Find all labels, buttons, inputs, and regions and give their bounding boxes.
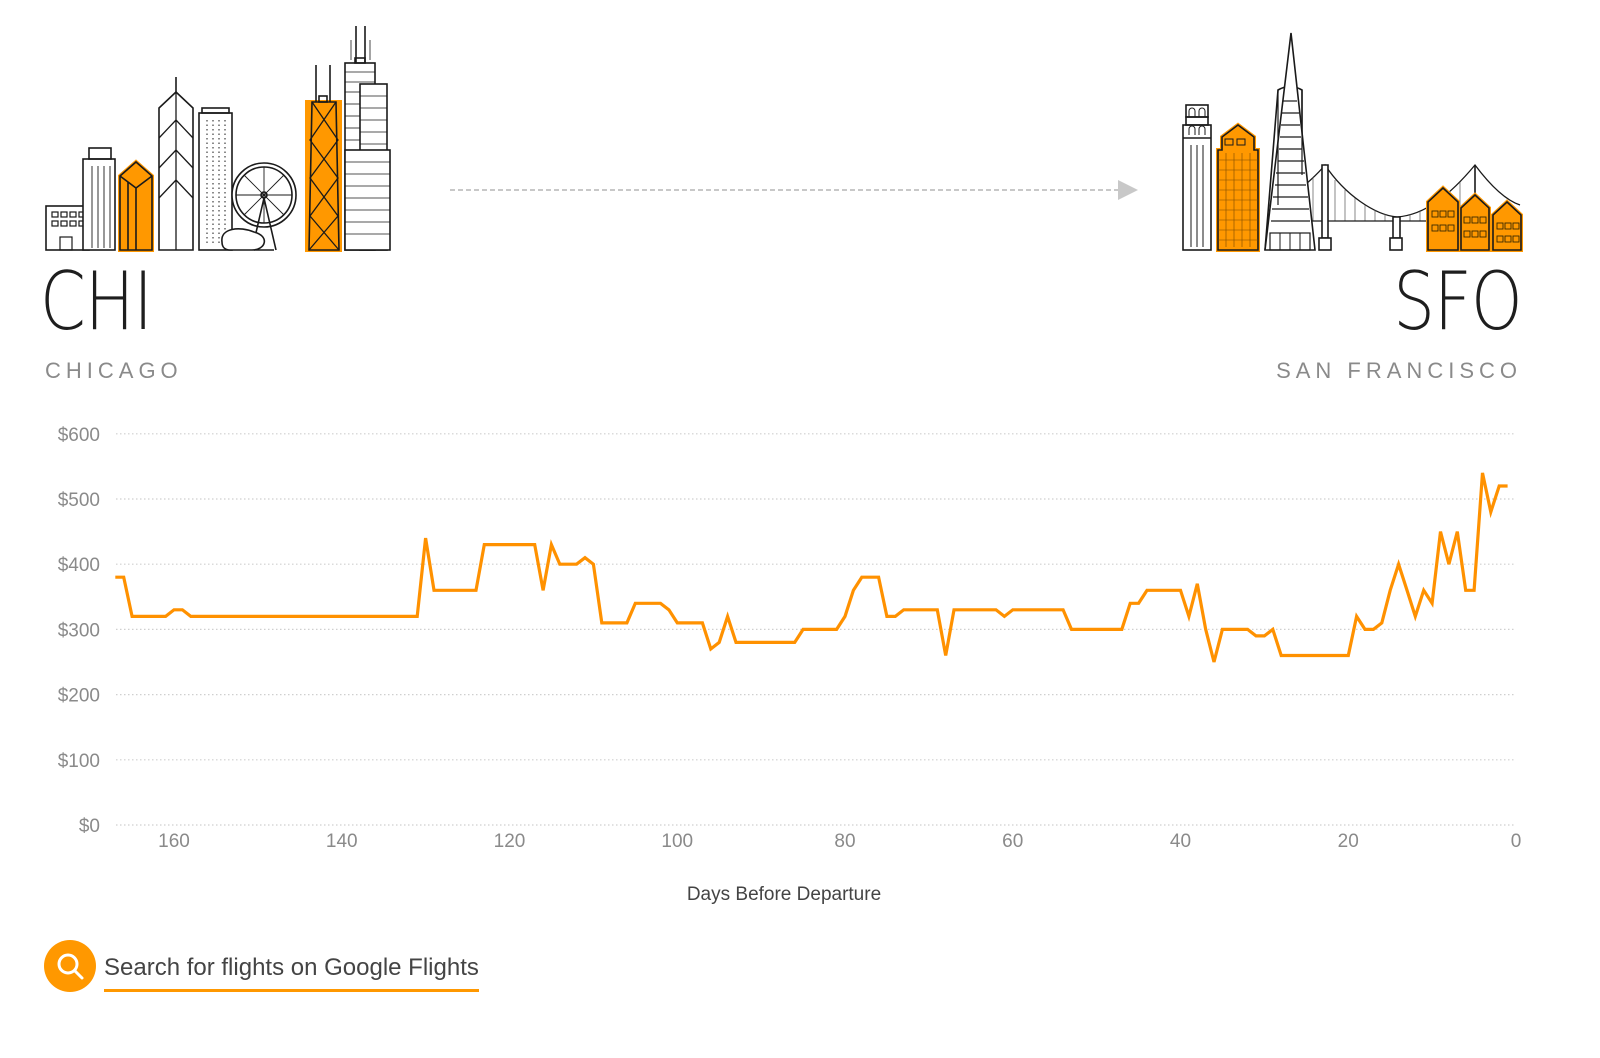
destination-airport-code: SFO xyxy=(1393,255,1522,348)
y-tick-label: $100 xyxy=(58,751,100,772)
x-axis-label: Days Before Departure xyxy=(686,884,882,905)
origin-city-name: CHICAGO xyxy=(45,358,183,383)
x-tick-label: 100 xyxy=(661,831,693,852)
chart-gridlines xyxy=(116,433,1516,826)
x-tick-label: 160 xyxy=(158,831,190,852)
origin-airport-code: CHI xyxy=(40,255,153,348)
san-francisco-skyline-illustration xyxy=(1182,32,1523,252)
price-line xyxy=(115,472,1508,663)
y-tick-label: $0 xyxy=(79,816,100,837)
y-tick-label: $600 xyxy=(58,425,100,446)
search-link-label: Search for flights on Google Flights xyxy=(104,952,479,993)
y-tick-label: $200 xyxy=(58,686,100,707)
route-arrow-icon xyxy=(450,180,1138,200)
y-tick-label: $500 xyxy=(58,490,100,511)
y-axis-ticks: $0 $100 $200 $300 $400 $500 $600 xyxy=(58,425,100,837)
x-tick-label: 120 xyxy=(494,831,526,852)
y-tick-label: $400 xyxy=(58,555,100,576)
price-chart: $0 $100 $200 $300 $400 $500 $600 160 140 120 100 8… xyxy=(58,425,1522,852)
chicago-skyline-illustration xyxy=(45,26,391,252)
x-tick-label: 0 xyxy=(1511,831,1522,852)
x-tick-label: 20 xyxy=(1338,831,1359,852)
x-tick-label: 140 xyxy=(326,831,358,852)
x-tick-label: 40 xyxy=(1170,831,1191,852)
x-tick-label: 80 xyxy=(834,831,855,852)
search-icon xyxy=(44,940,96,992)
google-flights-search-link[interactable]: Search for flights on Google Flights xyxy=(44,940,479,993)
y-tick-label: $300 xyxy=(58,620,100,641)
x-axis-ticks: 160 140 120 100 80 60 40 20 0 xyxy=(158,831,1521,852)
x-tick-label: 60 xyxy=(1002,831,1023,852)
destination-city-name: SAN FRANCISCO xyxy=(1276,358,1522,383)
